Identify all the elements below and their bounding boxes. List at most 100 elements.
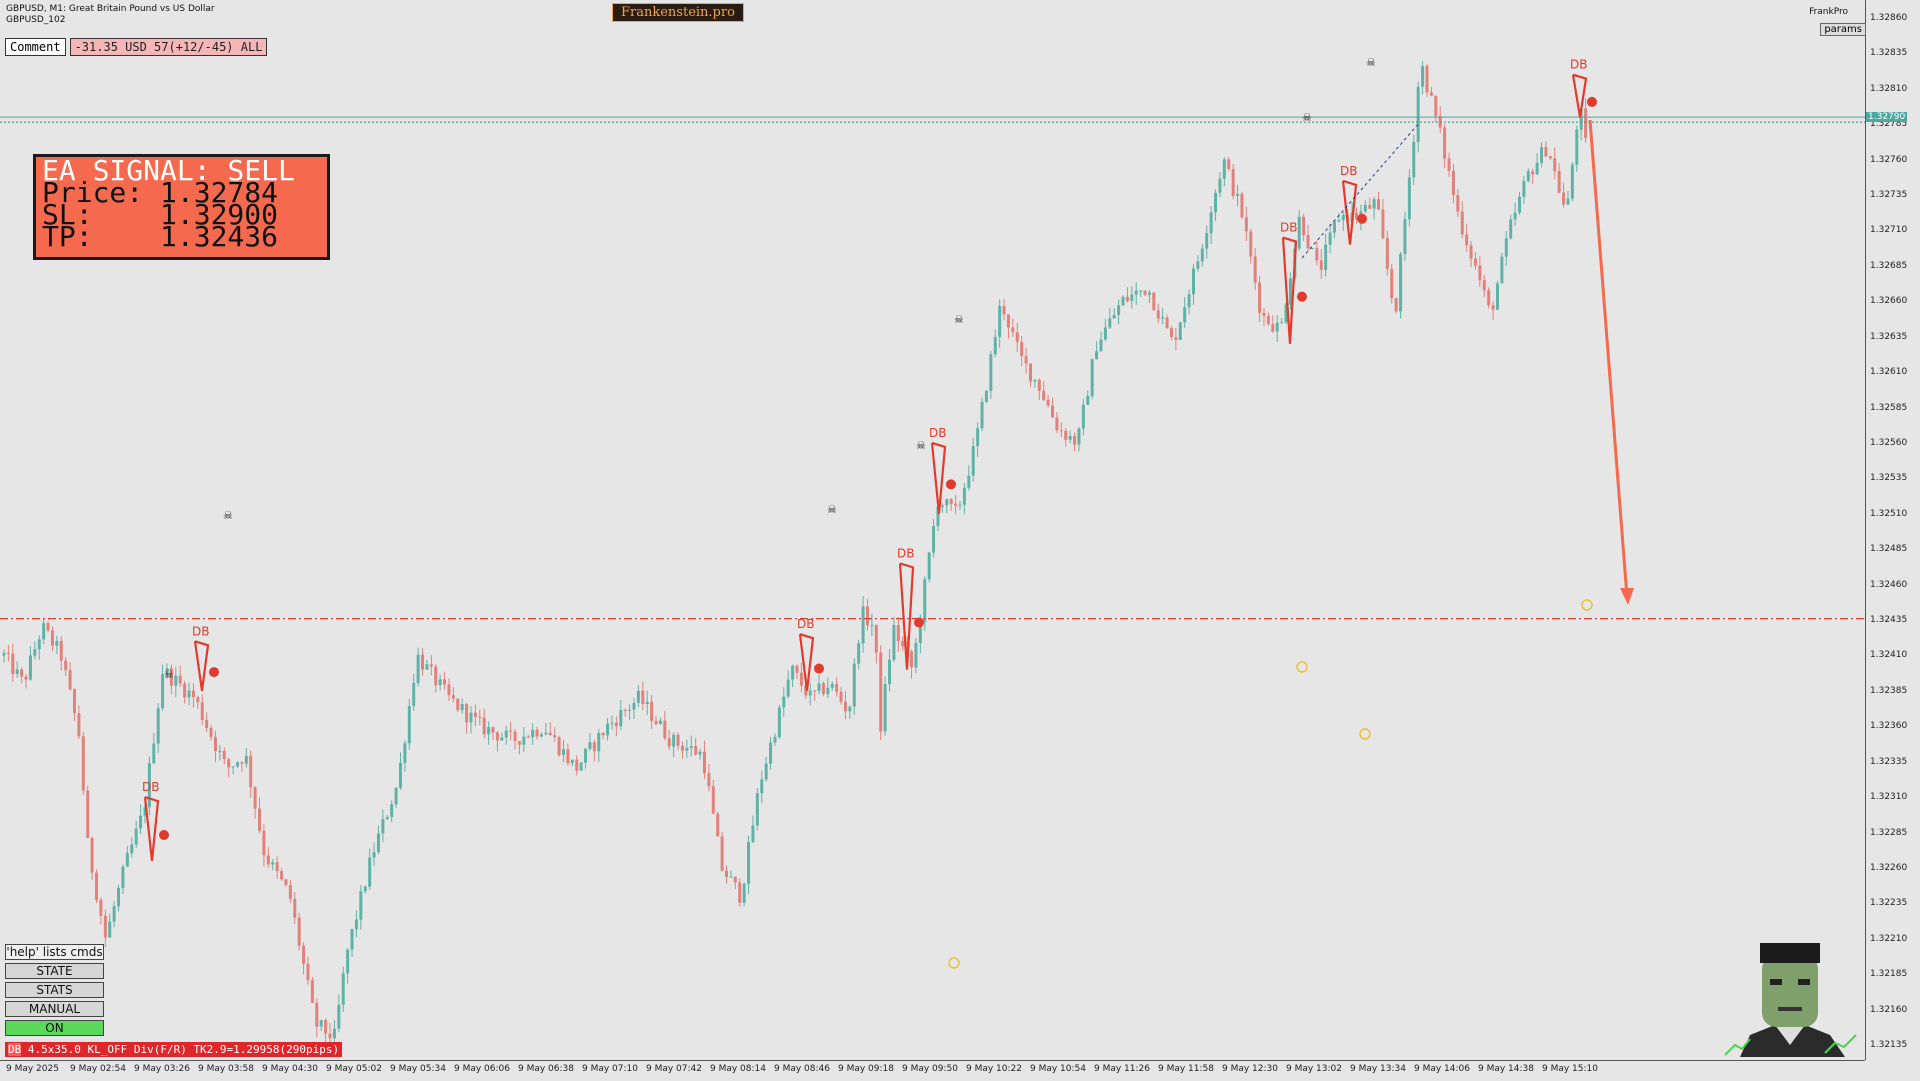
candle-body [1244, 217, 1248, 232]
candle-body [799, 672, 803, 686]
candle-body [711, 786, 715, 814]
candle-body [1156, 310, 1160, 319]
time-tick-label: 9 May 02:54 [70, 1064, 126, 1074]
price-tick-label: 1.32260 [1870, 862, 1908, 873]
time-tick-label: 9 May 08:46 [774, 1064, 830, 1074]
candle-body [222, 750, 226, 760]
candle-body [958, 504, 962, 506]
current-price-label: 1.32790 [1866, 112, 1908, 123]
ea-signal-panel: EA SIGNAL: SELL Price: 1.32784 SL: 1.329… [33, 154, 330, 260]
manual-button[interactable]: MANUAL [5, 1001, 104, 1017]
candle-body [42, 623, 46, 640]
time-tick-label: 9 May 13:34 [1350, 1064, 1406, 1074]
candle-body [59, 641, 63, 661]
candle-body [861, 606, 865, 644]
candle-body [196, 697, 200, 703]
candle-body [90, 837, 94, 873]
candle-body [1310, 248, 1314, 250]
candle-body [1456, 195, 1460, 212]
sell-signal-marker [946, 479, 956, 490]
candle-body [280, 871, 284, 880]
candle-body [1447, 158, 1451, 171]
candle-body [548, 732, 552, 736]
db-pattern-shape [1281, 236, 1298, 344]
candle-body [1002, 306, 1006, 315]
candle-body [1504, 238, 1508, 257]
price-tick-label: 1.32160 [1870, 1004, 1908, 1015]
candle-body [918, 621, 922, 643]
candle-body [363, 886, 367, 892]
candle-body [1407, 177, 1411, 220]
candle-body [685, 747, 689, 751]
candle-body [495, 732, 499, 741]
candle-body [1324, 244, 1328, 270]
candle-body [1275, 322, 1279, 332]
candle-body [1108, 318, 1112, 328]
candle-body [835, 683, 839, 692]
candle-body [165, 668, 169, 675]
candle-body [482, 717, 486, 735]
candle-body [205, 719, 209, 728]
on-button[interactable]: ON [5, 1020, 104, 1036]
candle-body [623, 709, 627, 711]
candle-body [491, 727, 495, 733]
comment-label: Comment [5, 38, 66, 56]
price-tick-label: 1.32485 [1870, 544, 1908, 555]
price-tick-label: 1.32510 [1870, 508, 1908, 519]
candle-body [601, 733, 605, 736]
time-tick-label: 9 May 13:02 [1286, 1064, 1342, 1074]
price-tick-label: 1.32435 [1870, 615, 1908, 626]
candle-body [1099, 339, 1103, 352]
candle-body [566, 749, 570, 764]
candle-body [716, 813, 720, 837]
candle-body [1363, 204, 1367, 212]
candle-body [390, 804, 394, 817]
db-pattern-label: DB [1570, 58, 1587, 72]
state-button[interactable]: STATE [5, 963, 104, 979]
candle-body [1469, 245, 1473, 259]
candle-body [1337, 220, 1341, 222]
candle-body [517, 741, 521, 745]
stats-button[interactable]: STATS [5, 982, 104, 998]
candle-body [888, 659, 892, 685]
price-tick-label: 1.32410 [1870, 650, 1908, 661]
sell-signal-marker [1357, 213, 1367, 224]
candle-body [1125, 296, 1129, 301]
candle-body [738, 882, 742, 903]
candle-body [967, 475, 971, 488]
candle-body [976, 428, 980, 447]
candle-body [1341, 215, 1345, 221]
candle-body [1570, 164, 1574, 199]
candle-body [1491, 305, 1495, 310]
candle-body [1081, 404, 1085, 429]
db-pattern-label: DB [897, 546, 914, 560]
skull-icon: ☠ [916, 439, 926, 452]
candle-body [786, 679, 790, 697]
candle-body [258, 808, 262, 831]
candle-body [473, 712, 477, 717]
help-button[interactable]: 'help' lists cmds [5, 944, 104, 960]
candle-body [306, 963, 310, 981]
params-button[interactable]: params [1820, 23, 1866, 36]
candle-body [37, 639, 41, 650]
candle-body [654, 720, 658, 725]
candle-body [1495, 283, 1499, 310]
candle-body [143, 807, 147, 816]
candle-body [77, 713, 81, 737]
candle-body [478, 716, 482, 718]
candle-body [487, 727, 491, 735]
price-tick-label: 1.32810 [1870, 83, 1908, 94]
candle-body [6, 652, 10, 654]
candle-body [720, 836, 724, 871]
candle-body [821, 683, 825, 695]
candle-body [1011, 327, 1015, 333]
candle-body [1209, 212, 1213, 234]
time-tick-label: 9 May 05:02 [326, 1064, 382, 1074]
candle-body [244, 755, 248, 764]
status-line: DB 4.5x35.0 KL_OFF Div(F/R) TK2.9=1.2995… [5, 1042, 343, 1057]
candle-body [1073, 435, 1077, 445]
candle-body [33, 649, 37, 656]
price-tick-label: 1.32635 [1870, 331, 1908, 342]
candle-body [747, 842, 751, 884]
candle-body [253, 787, 257, 809]
